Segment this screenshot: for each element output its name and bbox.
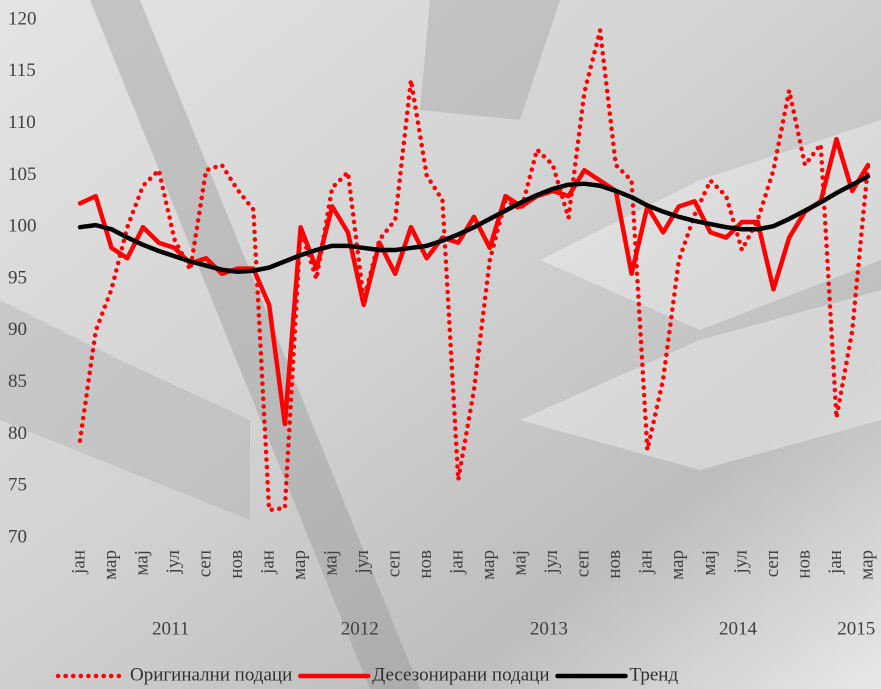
x-tick-label: јул (730, 549, 751, 574)
x-tick-label: сеп (573, 550, 594, 577)
x-tick-label: нов (415, 550, 436, 579)
x-tick-label: нов (226, 550, 247, 579)
x-tick-label: нов (793, 550, 814, 579)
x-tick-label: мар (667, 550, 688, 580)
legend-label: Оригинални подаци (130, 664, 292, 685)
y-tick-label: 105 (8, 164, 37, 185)
x-tick-label: нов (604, 550, 625, 579)
x-tick-label: сеп (384, 550, 405, 577)
x-tick-label: сеп (762, 550, 783, 577)
y-tick-label: 90 (8, 319, 27, 340)
y-tick-label: 120 (8, 8, 37, 29)
y-tick-label: 70 (8, 526, 27, 547)
y-tick-label: 95 (8, 267, 27, 288)
year-label: 2014 (719, 618, 758, 639)
x-tick-label: јан (68, 550, 89, 575)
x-tick-label: мар (856, 550, 877, 580)
x-tick-label: јан (447, 550, 468, 575)
y-tick-label: 100 (8, 216, 37, 237)
x-tick-label: сеп (194, 550, 215, 577)
x-tick-label: мај (510, 550, 531, 576)
year-label: 2015 (837, 618, 875, 639)
legend-label: Тренд (629, 664, 678, 685)
x-tick-label: јан (825, 550, 846, 575)
x-tick-label: мај (131, 550, 152, 576)
x-tick-label: мај (321, 550, 342, 576)
chart: Оригинални подаци Десезонирани подаци Трен… (0, 0, 881, 689)
page: {"chart_data": {"type": "line", "categor… (0, 0, 881, 689)
x-tick-label: јул (541, 549, 562, 574)
x-tick-label: јан (257, 550, 278, 575)
year-label: 2013 (530, 618, 568, 639)
year-label: 2011 (152, 618, 189, 639)
y-tick-label: 115 (8, 60, 36, 81)
x-tick-label: мар (100, 550, 121, 580)
y-tick-label: 75 (8, 475, 27, 496)
x-tick-label: јан (636, 550, 657, 575)
x-tick-label: мар (478, 550, 499, 580)
y-tick-label: 85 (8, 371, 27, 392)
x-tick-label: јул (352, 549, 373, 574)
year-label: 2012 (341, 618, 379, 639)
x-tick-label: мар (289, 550, 310, 580)
x-tick-label: мај (699, 550, 720, 576)
y-tick-label: 80 (8, 423, 27, 444)
y-tick-label: 110 (8, 112, 36, 133)
legend-label: Десезонирани подаци (372, 664, 549, 685)
x-tick-label: јул (163, 549, 184, 574)
